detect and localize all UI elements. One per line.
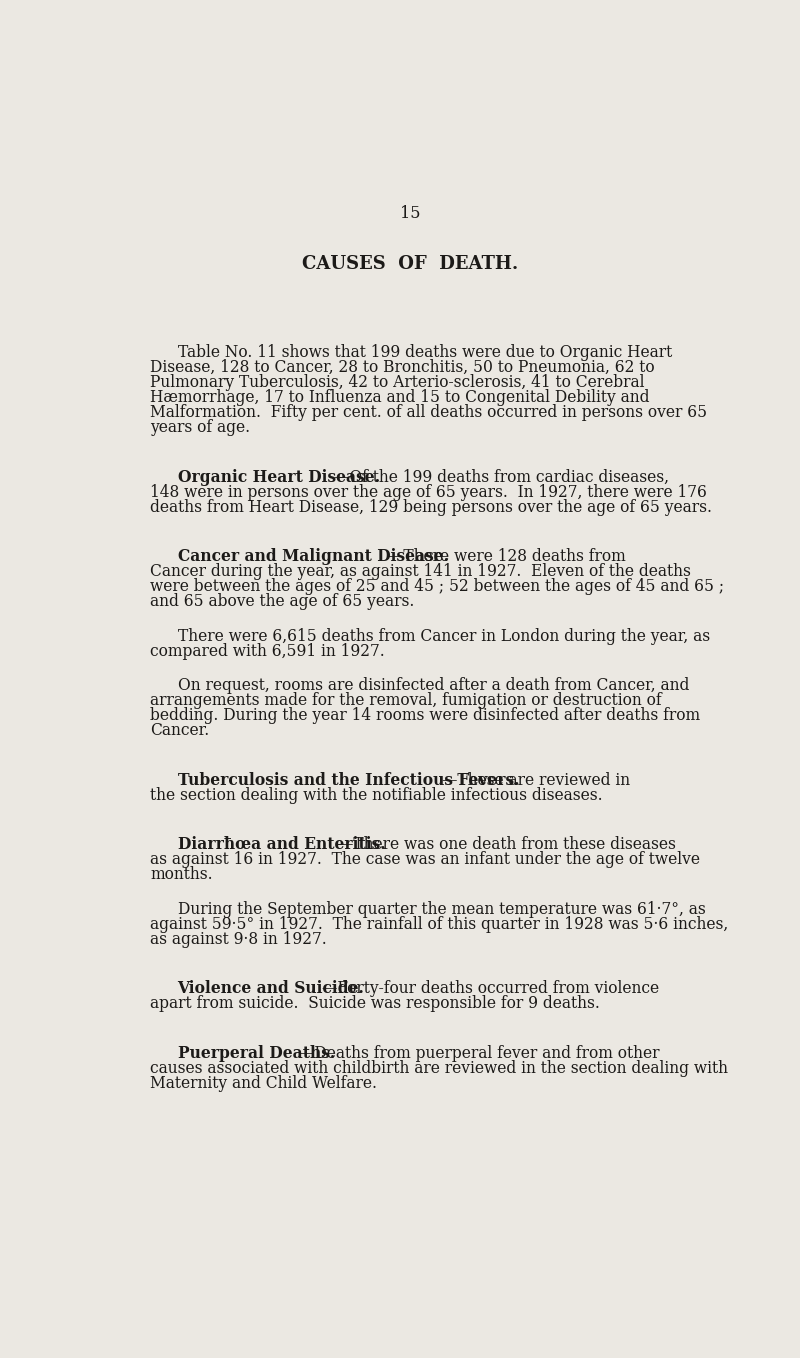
Text: Cancer during the year, as against 141 in 1927.  Eleven of the deaths: Cancer during the year, as against 141 i… — [150, 564, 691, 580]
Text: Table No. 11 shows that 199 deaths were due to Organic Heart: Table No. 11 shows that 199 deaths were … — [178, 344, 672, 361]
Text: Violence and Suicide.: Violence and Suicide. — [178, 980, 364, 997]
Text: as against 9·8 in 1927.: as against 9·8 in 1927. — [150, 930, 327, 948]
Text: causes associated with childbirth are reviewed in the section dealing with: causes associated with childbirth are re… — [150, 1061, 728, 1077]
Text: years of age.: years of age. — [150, 420, 250, 436]
Text: as against 16 in 1927.  The case was an infant under the age of twelve: as against 16 in 1927. The case was an i… — [150, 851, 700, 868]
Text: There were 6,615 deaths from Cancer in London during the year, as: There were 6,615 deaths from Cancer in L… — [178, 627, 710, 645]
Text: During the September quarter the mean temperature was 61·7°, as: During the September quarter the mean te… — [178, 900, 706, 918]
Text: Malformation.  Fifty per cent. of all deaths occurred in persons over 65: Malformation. Fifty per cent. of all dea… — [150, 403, 707, 421]
Text: —There was one death from these diseases: —There was one death from these diseases — [338, 837, 676, 853]
Text: arrangements made for the removal, fumigation or destruction of: arrangements made for the removal, fumig… — [150, 693, 662, 709]
Text: Organic Heart Disease.: Organic Heart Disease. — [178, 469, 379, 486]
Text: Disease, 128 to Cancer, 28 to Bronchitis, 50 to Pneumonia, 62 to: Disease, 128 to Cancer, 28 to Bronchitis… — [150, 359, 655, 376]
Text: the section dealing with the notifiable infectious diseases.: the section dealing with the notifiable … — [150, 786, 603, 804]
Text: —Of the 199 deaths from cardiac diseases,: —Of the 199 deaths from cardiac diseases… — [334, 469, 669, 486]
Text: Cancer and Malignant Disease.: Cancer and Malignant Disease. — [178, 549, 449, 565]
Text: Pulmonary Tuberculosis, 42 to Arterio-sclerosis, 41 to Cerebral: Pulmonary Tuberculosis, 42 to Arterio-sc… — [150, 373, 645, 391]
Text: —Forty-four deaths occurred from violence: —Forty-four deaths occurred from violenc… — [322, 980, 659, 997]
Text: against 59·5° in 1927.  The rainfall of this quarter in 1928 was 5·6 inches,: against 59·5° in 1927. The rainfall of t… — [150, 915, 729, 933]
Text: CAUSES  OF  DEATH.: CAUSES OF DEATH. — [302, 255, 518, 273]
Text: On request, rooms are disinfected after a death from Cancer, and: On request, rooms are disinfected after … — [178, 676, 689, 694]
Text: bedding. During the year 14 rooms were disinfected after deaths from: bedding. During the year 14 rooms were d… — [150, 708, 701, 724]
Text: Tuberculosis and the Infectious Fevers.: Tuberculosis and the Infectious Fevers. — [178, 771, 519, 789]
Text: Cancer.: Cancer. — [150, 722, 210, 739]
Text: Maternity and Child Welfare.: Maternity and Child Welfare. — [150, 1076, 378, 1092]
Text: months.: months. — [150, 866, 213, 883]
Text: deaths from Heart Disease, 129 being persons over the age of 65 years.: deaths from Heart Disease, 129 being per… — [150, 498, 712, 516]
Text: compared with 6,591 in 1927.: compared with 6,591 in 1927. — [150, 642, 385, 660]
Text: apart from suicide.  Suicide was responsible for 9 deaths.: apart from suicide. Suicide was responsi… — [150, 995, 600, 1012]
Text: —These are reviewed in: —These are reviewed in — [442, 771, 630, 789]
Text: Hæmorrhage, 17 to Influenza and 15 to Congenital Debility and: Hæmorrhage, 17 to Influenza and 15 to Co… — [150, 388, 650, 406]
Text: 15: 15 — [400, 205, 420, 223]
Text: —Deaths from puerperal fever and from other: —Deaths from puerperal fever and from ot… — [299, 1046, 660, 1062]
Text: Puerperal Deaths.: Puerperal Deaths. — [178, 1046, 334, 1062]
Text: and 65 above the age of 65 years.: and 65 above the age of 65 years. — [150, 593, 414, 610]
Text: 148 were in persons over the age of 65 years.  In 1927, there were 176: 148 were in persons over the age of 65 y… — [150, 483, 707, 501]
Text: —There were 128 deaths from: —There were 128 deaths from — [387, 549, 626, 565]
Text: Diarrħœa and Enteritis.: Diarrħœa and Enteritis. — [178, 837, 385, 853]
Text: were between the ages of 25 and 45 ; 52 between the ages of 45 and 65 ;: were between the ages of 25 and 45 ; 52 … — [150, 579, 725, 595]
